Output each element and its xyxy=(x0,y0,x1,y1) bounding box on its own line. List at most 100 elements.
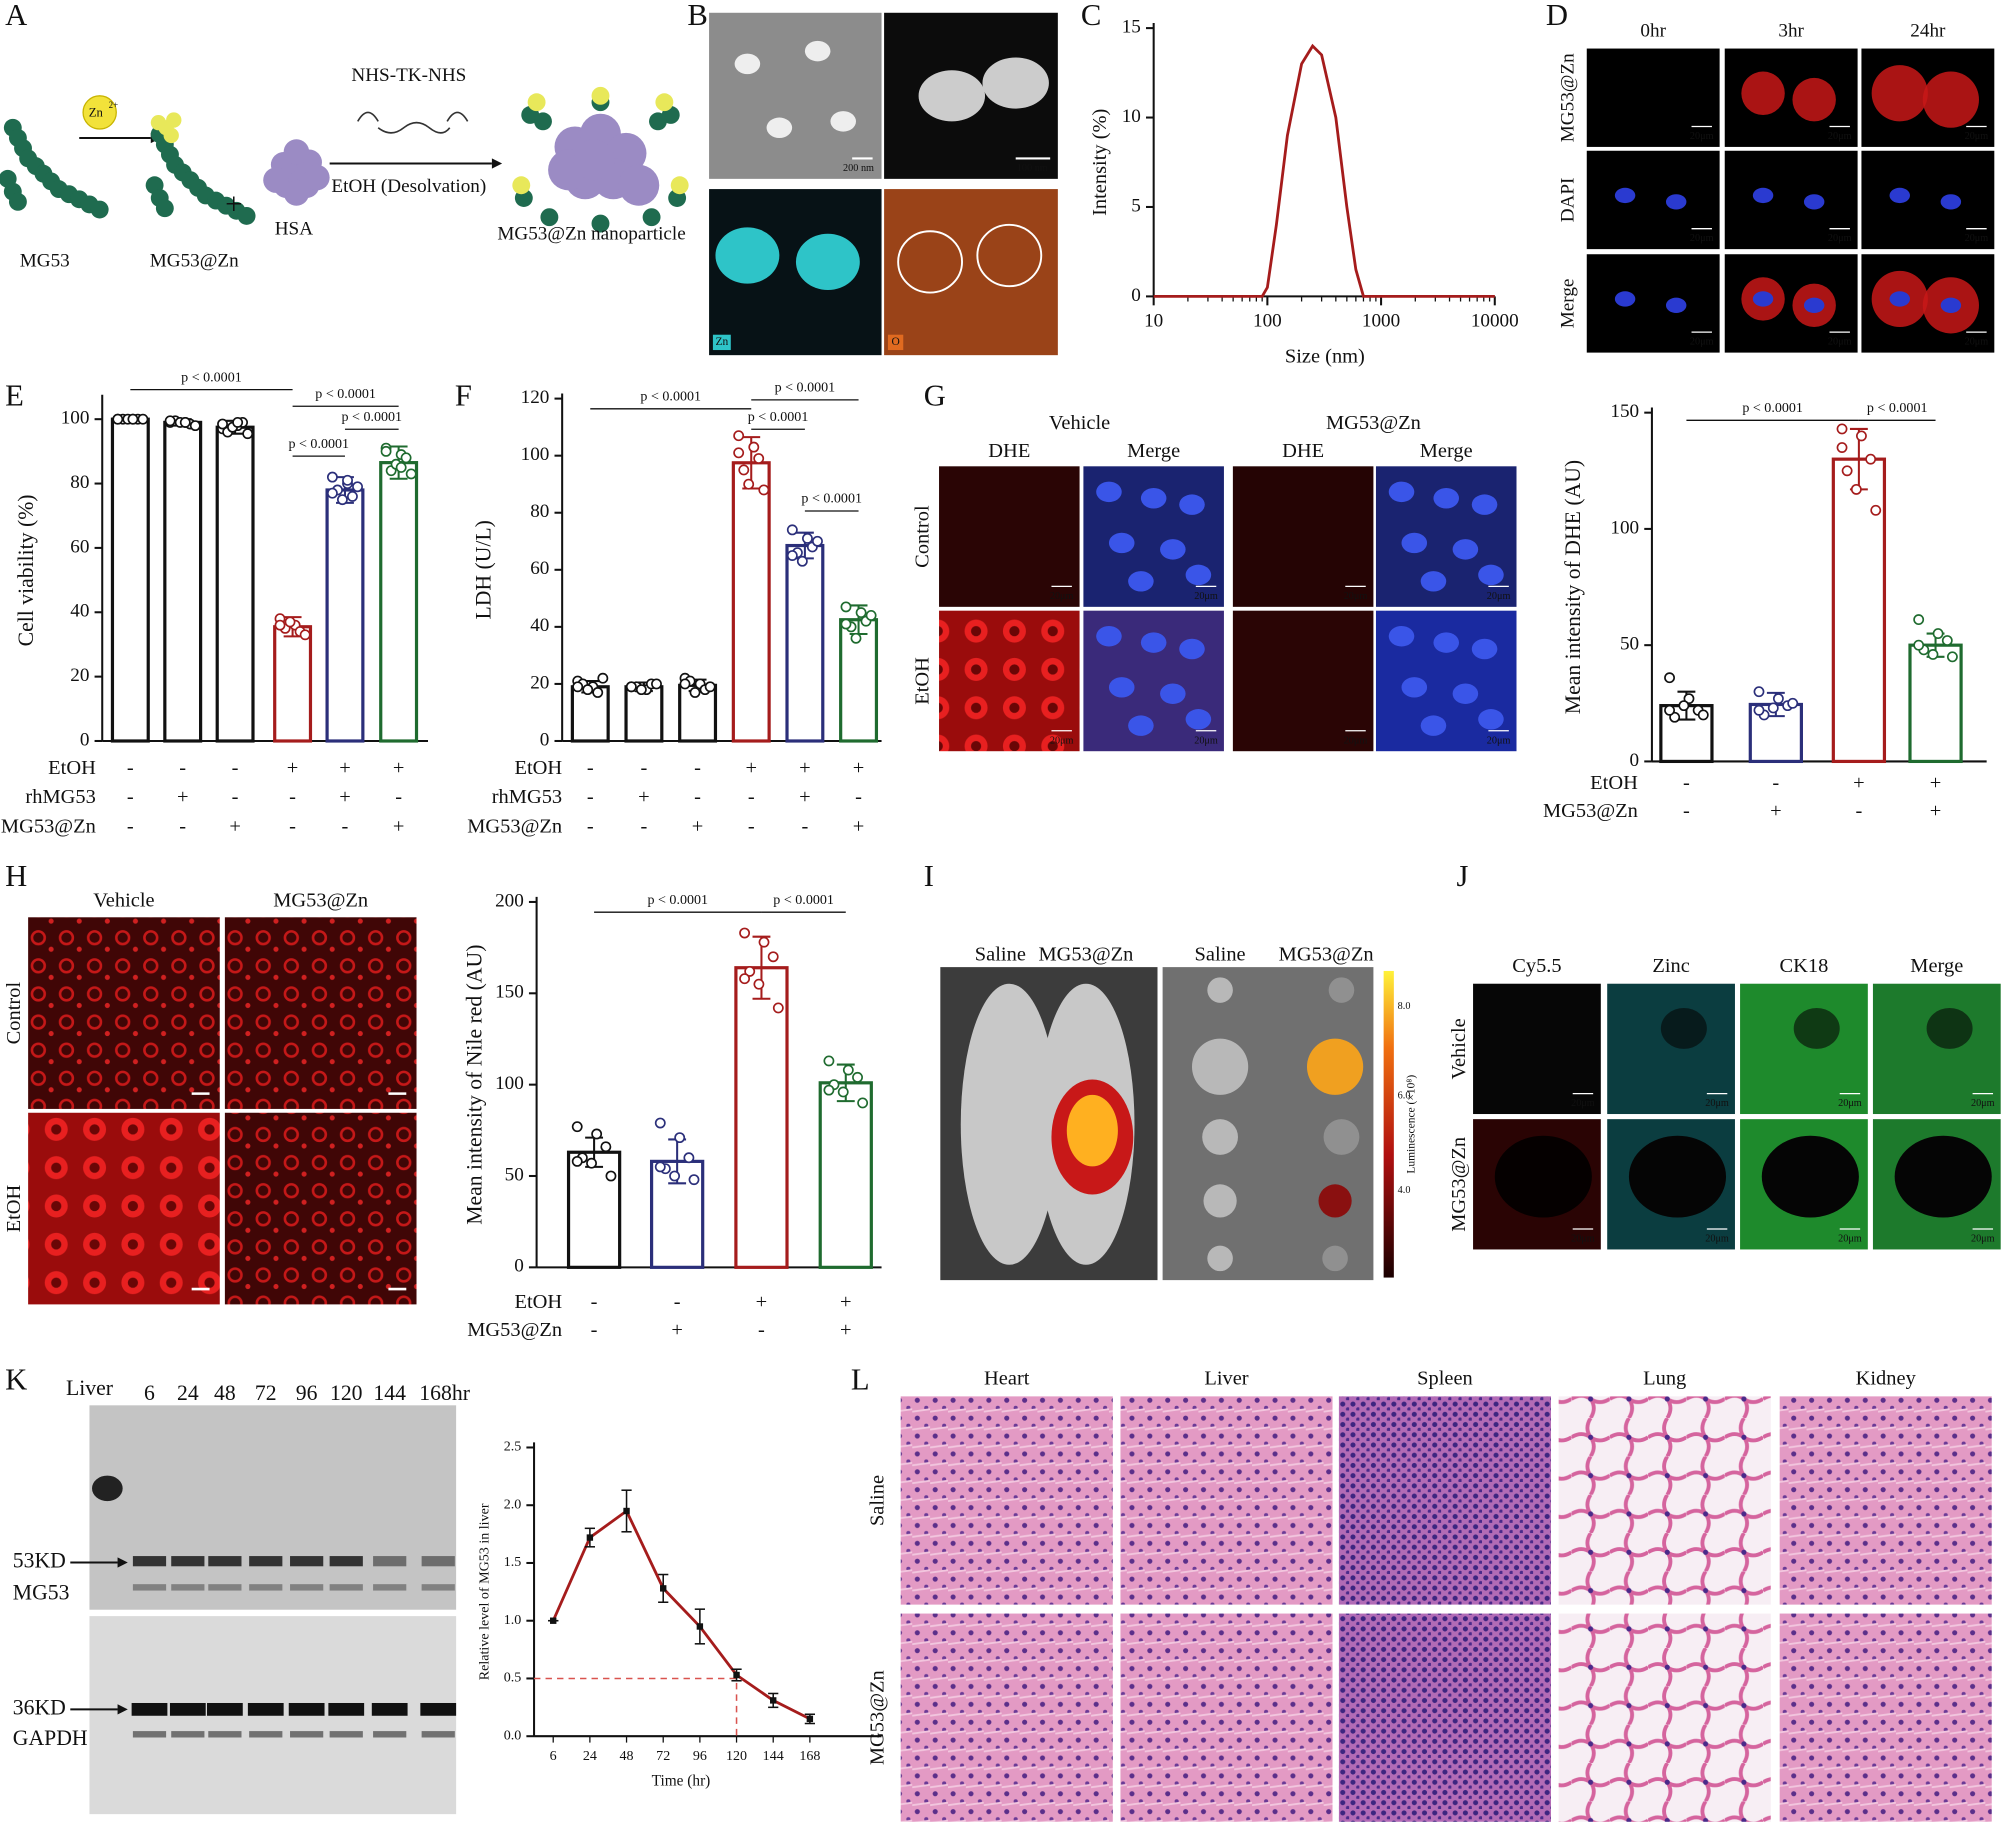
scale-bar-label: 20μm xyxy=(1838,1234,1862,1245)
data-point xyxy=(1678,700,1690,712)
p-value: p < 0.0001 xyxy=(773,892,834,908)
particle xyxy=(766,117,793,138)
organ xyxy=(1323,1119,1360,1155)
data-point xyxy=(1664,704,1675,716)
condition-label: MG53@Zn xyxy=(467,816,562,838)
condition-sign: + xyxy=(840,1319,852,1341)
data-point xyxy=(1856,430,1867,442)
data-point xyxy=(592,687,604,698)
label: 100 nm xyxy=(1017,163,1048,174)
label: Merge xyxy=(1557,279,1578,329)
condition-sign: + xyxy=(1853,772,1865,794)
x-tick-label: 24 xyxy=(583,1748,597,1764)
data-point xyxy=(796,555,808,567)
y-tick-label: 0 xyxy=(1630,750,1640,771)
nucleus xyxy=(1889,291,1910,307)
data-point xyxy=(189,420,201,432)
lane-label: 24 xyxy=(177,1381,199,1405)
protein-shape xyxy=(155,199,174,218)
label: Zn xyxy=(715,336,728,348)
data-point xyxy=(770,1697,777,1704)
protein-shape xyxy=(512,176,531,195)
nucleus xyxy=(1614,291,1636,307)
nucleus xyxy=(1940,297,1962,314)
protein-shape xyxy=(649,112,667,131)
x-tick-label: 10000 xyxy=(1471,310,1519,331)
organ xyxy=(1191,1038,1249,1095)
x-tick-label: 6 xyxy=(550,1748,557,1764)
image-panel xyxy=(1861,150,1995,250)
protein-shape xyxy=(527,93,546,112)
data-point xyxy=(127,413,139,425)
protein-shape xyxy=(90,200,109,219)
condition-sign: + xyxy=(1770,800,1782,822)
bar xyxy=(215,425,255,743)
protein-shape xyxy=(642,208,661,227)
condition-sign: - xyxy=(232,757,239,779)
colorbar-tick: 8.0 xyxy=(1398,1001,1411,1012)
x-axis-label: Size (nm) xyxy=(1285,345,1365,367)
condition-sign: + xyxy=(1930,800,1942,822)
label: Heart xyxy=(984,1367,1030,1389)
data-point xyxy=(299,629,311,641)
protein-shape xyxy=(670,176,689,195)
image-panel xyxy=(939,466,1080,607)
band xyxy=(132,1731,167,1738)
scale-bar-label: 20μm xyxy=(1571,1234,1595,1245)
panel-letter: B xyxy=(687,0,707,32)
data-point xyxy=(137,413,149,425)
image-panel xyxy=(1558,1613,1771,1822)
condition-sign: - xyxy=(801,816,808,838)
label: Kidney xyxy=(1856,1367,1917,1389)
nucleus xyxy=(1433,488,1460,509)
bar xyxy=(1831,457,1887,764)
data-point xyxy=(654,1161,666,1173)
p-value: p < 0.0001 xyxy=(288,436,349,452)
image-panel xyxy=(1779,1613,1992,1822)
y-tick-label: 40 xyxy=(70,601,89,622)
particle xyxy=(918,70,986,122)
data-point xyxy=(284,616,296,628)
data-point xyxy=(654,1117,666,1129)
label: MG53@Zn nanoparticle xyxy=(497,223,685,244)
x-axis-label: Time (hr) xyxy=(652,1773,711,1790)
data-point xyxy=(1850,483,1862,495)
condition-sign: + xyxy=(745,757,757,779)
band xyxy=(247,1702,284,1716)
nucleus xyxy=(1185,564,1212,586)
band xyxy=(290,1731,324,1738)
data-point xyxy=(1664,672,1675,684)
scale-bar-label: 20μm xyxy=(1828,233,1852,244)
data-line xyxy=(1153,43,1495,298)
cell-red xyxy=(1792,77,1836,122)
data-point xyxy=(660,1585,667,1592)
organ xyxy=(1207,1245,1233,1272)
vessel xyxy=(1660,1007,1707,1049)
x-tick-label: 72 xyxy=(656,1748,670,1764)
data-point xyxy=(326,471,338,483)
p-value: p < 0.0001 xyxy=(775,380,836,396)
y-tick-label: 50 xyxy=(1620,634,1639,655)
scale-bar-label: 20μm xyxy=(1965,337,1989,348)
data-point xyxy=(753,978,765,990)
scale-bar-label: 20μm xyxy=(1487,591,1511,602)
nucleus xyxy=(1803,194,1825,210)
label: Merge xyxy=(1127,440,1180,462)
x-tick-label: 120 xyxy=(726,1748,747,1764)
data-point xyxy=(112,413,124,425)
data-point xyxy=(689,687,701,698)
condition-sign: - xyxy=(1855,800,1862,822)
data-point xyxy=(786,550,798,561)
column-label: Saline xyxy=(975,943,1026,965)
image-panel xyxy=(1120,1613,1333,1822)
label: Vehicle xyxy=(1049,412,1110,434)
p-value: p < 0.0001 xyxy=(1742,400,1803,416)
protein-shape xyxy=(534,112,552,131)
data-point xyxy=(405,468,417,480)
image-panel xyxy=(1232,610,1374,752)
image-panel xyxy=(939,610,1080,752)
bar xyxy=(785,543,825,743)
bar xyxy=(273,625,313,743)
condition-sign: + xyxy=(393,757,405,779)
